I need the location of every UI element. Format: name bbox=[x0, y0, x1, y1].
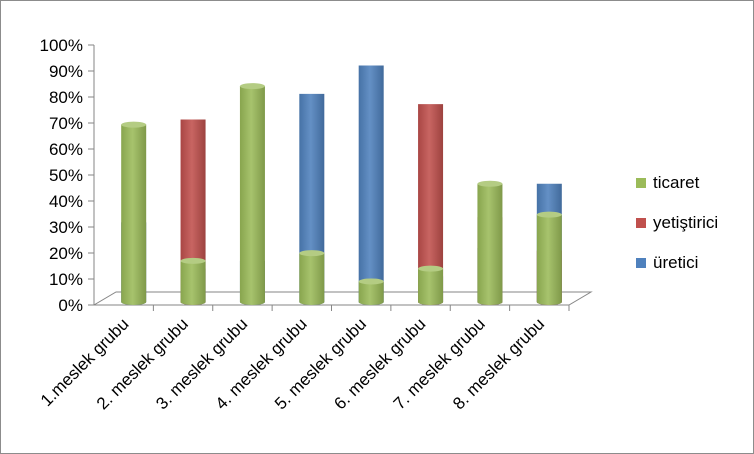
y-tick-label: 20% bbox=[49, 244, 83, 263]
bar-top-cap bbox=[418, 265, 444, 272]
bar-segment-ticaret bbox=[180, 260, 206, 305]
y-tick-label: 30% bbox=[49, 218, 83, 237]
bar-segment-ticaret bbox=[477, 183, 503, 305]
legend-swatch-yetiştirici bbox=[636, 218, 646, 228]
bar-segment-ticaret bbox=[239, 86, 265, 306]
bar-top-cap bbox=[358, 278, 384, 285]
bar-top-cap bbox=[299, 250, 325, 257]
chart-floor bbox=[92, 291, 593, 306]
bar-segment-yetiştirici bbox=[418, 104, 444, 305]
legend-swatch-üretici bbox=[636, 258, 646, 268]
bar-top-cap bbox=[477, 180, 503, 187]
bar-segment-ticaret bbox=[299, 253, 325, 305]
bar-segment-üretici bbox=[358, 65, 384, 305]
legend: ticaret yetiştirici üretici bbox=[636, 173, 718, 272]
bar-top-cap bbox=[121, 121, 147, 128]
y-tick-label: 80% bbox=[49, 88, 83, 107]
legend-label-üretici: üretici bbox=[653, 253, 698, 272]
bar-top-cap bbox=[239, 83, 265, 90]
bar-segment-ticaret bbox=[358, 281, 384, 305]
labels-layer: 0%10%20%30%40%50%60%70%80%90%100%1.mesle… bbox=[37, 36, 548, 413]
y-tick-label: 40% bbox=[49, 192, 83, 211]
y-tick-label: 0% bbox=[58, 296, 83, 315]
y-tick-label: 50% bbox=[49, 166, 83, 185]
y-tick-label: 60% bbox=[49, 140, 83, 159]
bar-segment-ticaret bbox=[121, 124, 147, 305]
y-tick-label: 90% bbox=[49, 62, 83, 81]
legend-label-ticaret: ticaret bbox=[653, 173, 700, 192]
axes-layer bbox=[88, 44, 593, 311]
y-tick-label: 100% bbox=[40, 36, 83, 55]
bar-top-cap bbox=[536, 211, 562, 218]
y-tick-label: 70% bbox=[49, 114, 83, 133]
bars-layer bbox=[121, 65, 562, 306]
bar-segment-ticaret bbox=[536, 214, 562, 305]
y-tick-label: 10% bbox=[49, 270, 83, 289]
bar-top-cap bbox=[180, 257, 206, 264]
bar-segment-ticaret bbox=[418, 268, 444, 305]
legend-label-yetiştirici: yetiştirici bbox=[653, 213, 718, 232]
legend-swatch-ticaret bbox=[636, 178, 646, 188]
